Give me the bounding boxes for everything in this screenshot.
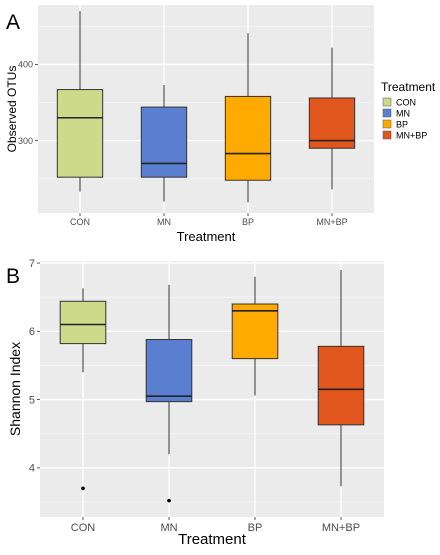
b-box-mn-iqr-rect xyxy=(145,339,193,403)
a-x-tick-label-bp: BP xyxy=(242,217,254,227)
b-x-tick-label-mn-plus-bp: MN+BP xyxy=(322,522,360,534)
legend-label-mn-plus-bp: MN+BP xyxy=(396,131,427,141)
b-box-bp-iqr-rect xyxy=(231,303,279,360)
b-box-con-outlier-point xyxy=(81,486,85,491)
b-x-tick-label-con: CON xyxy=(71,522,96,534)
legend-label-con: CON xyxy=(396,98,416,108)
b-x-tick-label-bp: BP xyxy=(248,522,263,534)
a-x-tick-label-mn: MN xyxy=(157,217,171,227)
panel-a-x-ticks: CON MN BP MN+BP xyxy=(70,213,348,227)
a-y-tick-label: 400 xyxy=(18,60,33,70)
b-y-tick-label: 7 xyxy=(29,258,35,270)
b-y-tick-label: 4 xyxy=(29,463,35,475)
a-x-tick-label-mn-plus-bp: MN+BP xyxy=(316,217,347,227)
legend-title: Treatment xyxy=(381,80,436,94)
a-box-mn xyxy=(140,85,188,202)
panel-b-boxes xyxy=(59,269,365,503)
legend-swatch-bp xyxy=(382,119,392,129)
panel-a-y-ticks: 300 400 xyxy=(18,60,38,146)
a-y-tick-label: 300 xyxy=(18,136,33,146)
b-box-mn-plus-bp xyxy=(317,269,365,487)
a-x-tick-label-con: CON xyxy=(70,217,90,227)
b-x-tick-label-mn: MN xyxy=(160,522,177,534)
panel-b-x-axis-title: Treatment xyxy=(178,531,247,548)
b-box-mn-plus-bp-iqr-rect xyxy=(317,345,365,426)
b-box-con xyxy=(59,288,107,491)
a-box-con-iqr-rect xyxy=(56,89,104,178)
panel-b-label: B xyxy=(6,265,20,288)
panel-a-label: A xyxy=(6,11,20,34)
panel-a-x-axis-title: Treatment xyxy=(177,229,236,244)
panel-a-y-axis-title: Observed OTUs xyxy=(5,66,19,153)
a-box-bp-iqr-rect xyxy=(224,95,272,181)
b-box-mn xyxy=(145,284,193,503)
b-box-bp xyxy=(231,276,279,396)
panel-a-boxes xyxy=(56,11,356,203)
panel-b: B 4 5 6 7 CON MN BP MN+BP Treatment Shannon In… xyxy=(6,258,384,548)
panel-b-y-ticks: 4 5 6 7 xyxy=(29,258,40,475)
legend-swatch-mn xyxy=(382,108,392,118)
a-box-con xyxy=(56,11,104,192)
legend-swatch-con xyxy=(382,97,392,107)
b-box-mn-outlier-point xyxy=(167,498,171,503)
panel-b-x-ticks: CON MN BP MN+BP xyxy=(71,517,360,534)
b-box-con-iqr-rect xyxy=(59,300,107,345)
a-box-mn-plus-bp xyxy=(308,47,356,190)
panel-b-y-axis-title: Shannon Index xyxy=(7,342,23,436)
a-box-mn-iqr-rect xyxy=(140,106,188,178)
a-box-bp xyxy=(224,33,272,203)
legend-label-bp: BP xyxy=(396,120,408,130)
legend-swatch-mn-plus-bp xyxy=(382,130,392,140)
legend-label-mn: MN xyxy=(396,109,410,119)
b-y-tick-label: 6 xyxy=(29,326,35,338)
b-y-tick-label: 5 xyxy=(29,394,35,406)
